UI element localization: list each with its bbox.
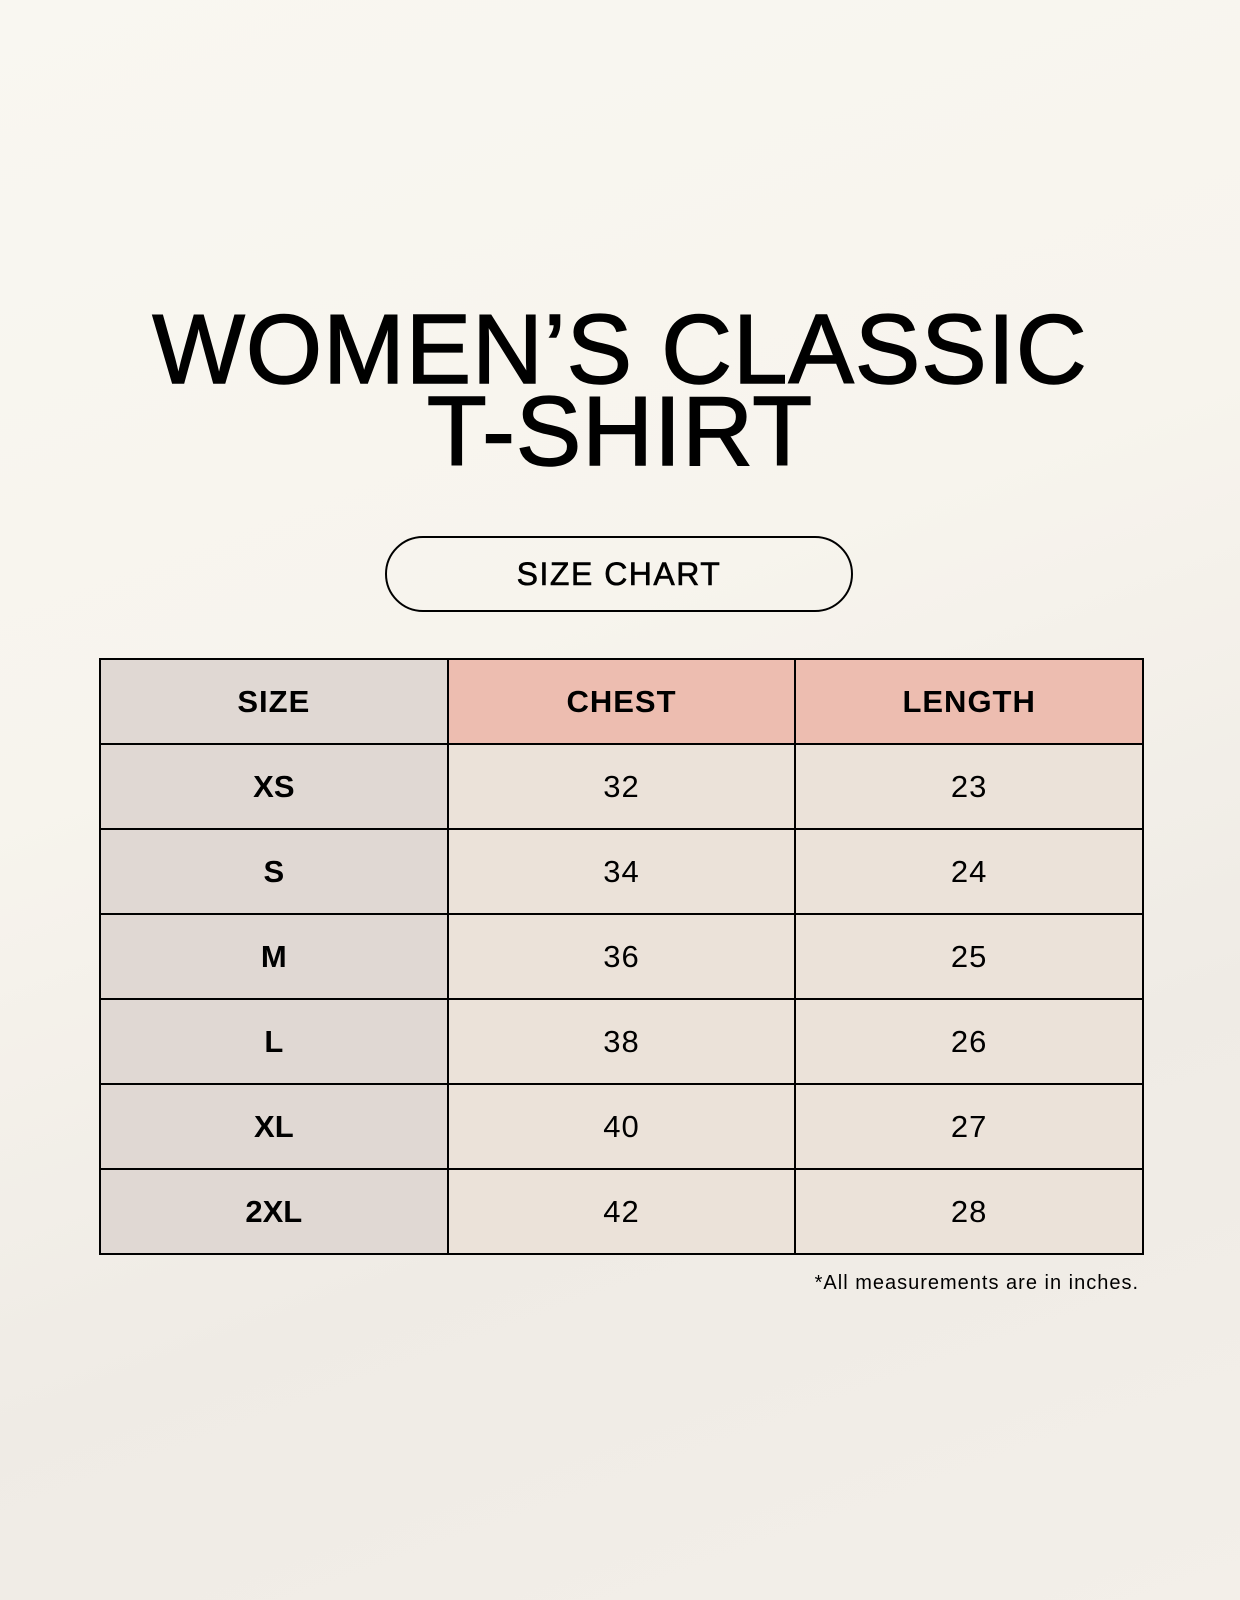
header-chest: CHEST: [446, 658, 797, 745]
cell-chest: 42: [446, 1168, 797, 1255]
title-line-1: WOMEN’S CLASSIC: [152, 294, 1088, 404]
cell-length: 27: [794, 1083, 1144, 1170]
cell-length: 25: [794, 913, 1144, 1000]
footnote: *All measurements are in inches.: [814, 1272, 1139, 1294]
table-row: M 36 25: [99, 913, 1144, 1000]
cell-chest: 34: [446, 828, 797, 915]
table-row: S 34 24: [99, 828, 1144, 915]
table-row: XL 40 27: [99, 1083, 1144, 1170]
cell-size: XS: [99, 743, 449, 830]
title-line-2: T-SHIRT: [426, 376, 814, 486]
cell-length: 23: [794, 743, 1144, 830]
cell-chest: 36: [446, 913, 797, 1000]
cell-size: XL: [99, 1083, 449, 1170]
size-table: SIZE CHEST LENGTH XS 32 23 S 34 24 M 36 25 L 38 26 X…: [99, 658, 1144, 1255]
cell-chest: 32: [446, 743, 797, 830]
cell-size: S: [99, 828, 449, 915]
table-row: L 38 26: [99, 998, 1144, 1085]
cell-length: 24: [794, 828, 1144, 915]
header-length: LENGTH: [794, 658, 1144, 745]
cell-size: 2XL: [99, 1168, 449, 1255]
cell-chest: 40: [446, 1083, 797, 1170]
table-row: 2XL 42 28: [99, 1168, 1144, 1255]
cell-length: 26: [794, 998, 1144, 1085]
header-size: SIZE: [99, 658, 449, 745]
cell-length: 28: [794, 1168, 1144, 1255]
size-chart-label: SIZE CHART: [385, 536, 853, 612]
cell-chest: 38: [446, 998, 797, 1085]
page-title: WOMEN’S CLASSIC T-SHIRT: [0, 294, 1240, 486]
cell-size: M: [99, 913, 449, 1000]
cell-size: L: [99, 998, 449, 1085]
header-row: SIZE CHEST LENGTH: [99, 658, 1144, 745]
table-row: XS 32 23: [99, 743, 1144, 830]
